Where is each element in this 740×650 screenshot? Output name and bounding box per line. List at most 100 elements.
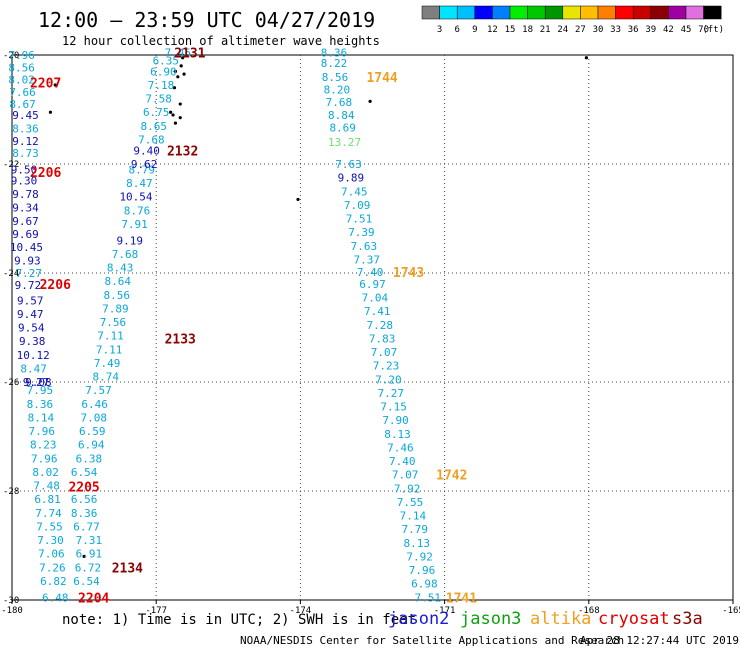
swh-value: 8.56 — [104, 289, 131, 302]
swh-value: 8.22 — [321, 57, 348, 70]
colorbar-swatch — [509, 5, 528, 20]
satellite-legend-item: jason3 — [460, 609, 522, 629]
swh-value: 7.57 — [85, 384, 112, 397]
pass-label: 2134 — [112, 561, 143, 576]
swh-value: 8.79 — [129, 163, 156, 176]
colorbar-swatch — [650, 5, 669, 20]
swh-value: 7.15 — [380, 401, 407, 414]
y-tick-label: -28 — [3, 487, 19, 497]
swh-value: 6.56 — [71, 493, 98, 506]
pass-label: 1743 — [393, 266, 424, 281]
satellite-legend-item: jason2 — [388, 609, 450, 629]
island-dot — [82, 554, 86, 559]
pass-label: 1744 — [366, 71, 397, 86]
pass-label: 2206 — [30, 166, 61, 181]
swh-value: 7.51 — [346, 213, 373, 226]
swh-value: 8.13 — [403, 537, 430, 550]
swh-value: 8.84 — [328, 109, 355, 122]
pass-label: 2207 — [30, 76, 61, 91]
island-dot — [169, 110, 173, 114]
swh-value: 7.89 — [102, 302, 129, 315]
island-dot — [173, 121, 178, 125]
credit-line: NOAA/NESDIS Center for Satellite Applica… — [240, 634, 625, 647]
island-dot — [368, 99, 372, 103]
swh-value: 8.74 — [92, 371, 119, 384]
swh-value: 8.73 — [12, 147, 39, 160]
swh-value: 8.02 — [8, 74, 35, 87]
colorbar-swatch — [597, 5, 616, 20]
swh-value: 8.56 — [8, 62, 35, 75]
swh-value: 7.56 — [100, 316, 127, 329]
swh-value: 7.40 — [389, 455, 416, 468]
colorbar-swatch — [474, 5, 493, 20]
island-markers — [48, 56, 588, 559]
swh-value: 7.23 — [373, 360, 400, 373]
swh-value: 8.67 — [9, 98, 36, 111]
swh-value: 7.27 — [16, 267, 43, 280]
colorbar-tick-label: 39 — [645, 25, 656, 35]
swh-value: 9.89 — [338, 172, 365, 185]
y-tick-label: -24 — [3, 269, 19, 279]
colorbar-tick-label: 36 — [628, 25, 639, 35]
swh-value: 7.11 — [96, 343, 123, 356]
colorbar-tick-label: 12 — [487, 25, 498, 35]
swh-value: 10.45 — [10, 241, 43, 254]
pass-label: 1742 — [436, 469, 467, 484]
swh-value: 6.94 — [78, 439, 105, 452]
plot-border — [11, 54, 734, 601]
island-dot — [182, 72, 186, 76]
island-dot — [48, 110, 53, 114]
pass-label: 2133 — [165, 332, 196, 347]
island-dot — [584, 56, 588, 60]
colorbar-tick-label: 33 — [610, 25, 621, 35]
island-dot — [181, 56, 185, 60]
swh-value: 9.45 — [12, 109, 39, 122]
colorbar-tick-label: 27 — [575, 25, 586, 35]
colorbar-swatch — [703, 5, 722, 20]
swh-value: 7.68 — [326, 96, 353, 109]
colorbar-tick-label: 21 — [540, 25, 551, 35]
satellite-legend-item: altika — [530, 609, 592, 629]
swh-value: 7.07 — [392, 469, 419, 482]
swh-value: 9.72 — [15, 279, 42, 292]
swh-value: 8.56 — [322, 71, 349, 84]
colorbar-tick-label: 3 — [437, 25, 442, 35]
swh-value: 9.12 — [12, 135, 39, 148]
swh-value: 9.78 — [12, 188, 39, 201]
swh-value: 6.48 — [42, 591, 69, 604]
swh-value: 9.08 — [25, 376, 52, 389]
swh-value: 7.46 — [387, 441, 414, 454]
chart-title: 12:00 – 23:59 UTC 04/27/2019 — [38, 8, 376, 32]
swh-value: 7.68 — [138, 133, 165, 146]
swh-value: 6.59 — [79, 425, 106, 438]
island-dot — [178, 116, 182, 120]
swh-value: 9.62 — [131, 158, 158, 171]
colorbar-swatch — [421, 5, 440, 20]
colorbar-tick-label: (ft) — [702, 25, 724, 35]
swh-value: 6.82 — [40, 575, 67, 588]
swh-value: 7.79 — [402, 523, 429, 536]
x-tick-label: -177 — [145, 606, 167, 616]
swh-value: 7.92 — [406, 550, 433, 563]
swh-value: 9.38 — [19, 335, 46, 348]
wave-height-values: 7.968.568.027.668.678.368.737.278.477.95… — [8, 46, 441, 604]
swh-value: 7.39 — [348, 226, 375, 239]
swh-value: 7.51 — [415, 591, 442, 604]
swh-value: 6.54 — [71, 466, 98, 479]
swh-value: 6.75 — [143, 106, 170, 119]
pass-number-labels: 2207 2206 2206 2205 2204 2131 2132 2133 2134 1744… — [30, 46, 477, 606]
swh-value: 6.81 — [34, 493, 61, 506]
swh-value: 8.47 — [20, 362, 47, 375]
colorbar-swatch — [615, 5, 634, 20]
pass-label: 1741 — [446, 591, 477, 606]
swh-value: 7.95 — [27, 384, 54, 397]
swh-value: 8.36 — [321, 46, 348, 59]
colorbar-tick-label: 24 — [557, 25, 568, 35]
swh-value: 7.91 — [121, 218, 148, 231]
x-tick-label: -174 — [290, 606, 312, 616]
y-tick-label: -22 — [3, 160, 19, 170]
pass-label: 2206 — [40, 278, 71, 293]
swh-value: 7.11 — [97, 330, 124, 343]
swh-value: 7.04 — [362, 292, 389, 305]
